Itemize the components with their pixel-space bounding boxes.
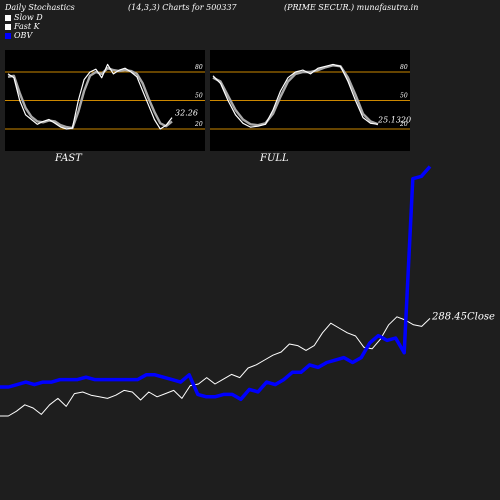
- legend-item-slow-d: Slow D: [5, 13, 43, 22]
- legend-item-obv: OBV: [5, 31, 43, 40]
- company-source: (PRIME SECUR.) munafasutra.in: [284, 3, 419, 12]
- legend-item-fast-k: Fast K: [5, 22, 43, 31]
- series-line-fast-k: [7, 63, 173, 130]
- y-tick-label: 20: [399, 121, 408, 128]
- chart-params: (14,3,3) Charts for 500337: [128, 3, 237, 12]
- series-line-slow-d: [212, 64, 379, 127]
- legend-swatch: [5, 23, 11, 30]
- y-tick-label: 80: [195, 64, 203, 71]
- legend-swatch: [5, 32, 11, 39]
- full-panel-label: FULL: [260, 153, 289, 164]
- y-tick-label: 50: [195, 93, 203, 100]
- legend-swatch: [5, 14, 11, 21]
- legend-label: OBV: [14, 31, 33, 40]
- series-line-slow-d: [7, 66, 173, 130]
- y-tick-label: 80: [400, 64, 408, 71]
- y-tick-label: 20: [194, 121, 203, 128]
- series-line-fast-k: [212, 63, 379, 128]
- close-price-line: [0, 316, 431, 417]
- y-tick-label: 50: [400, 93, 408, 100]
- close-value-label: 288.45Close: [431, 311, 495, 322]
- last-value-label: 32.26: [175, 109, 198, 118]
- legend-label: Fast K: [14, 22, 40, 31]
- chart-title: Daily Stochastics: [5, 3, 75, 12]
- obv-line: [0, 165, 432, 402]
- legend-label: Slow D: [14, 13, 43, 22]
- fast-panel-label: FAST: [55, 153, 82, 164]
- last-value-label: 25.1320: [377, 115, 411, 124]
- legend: Slow D Fast K OBV: [5, 13, 43, 40]
